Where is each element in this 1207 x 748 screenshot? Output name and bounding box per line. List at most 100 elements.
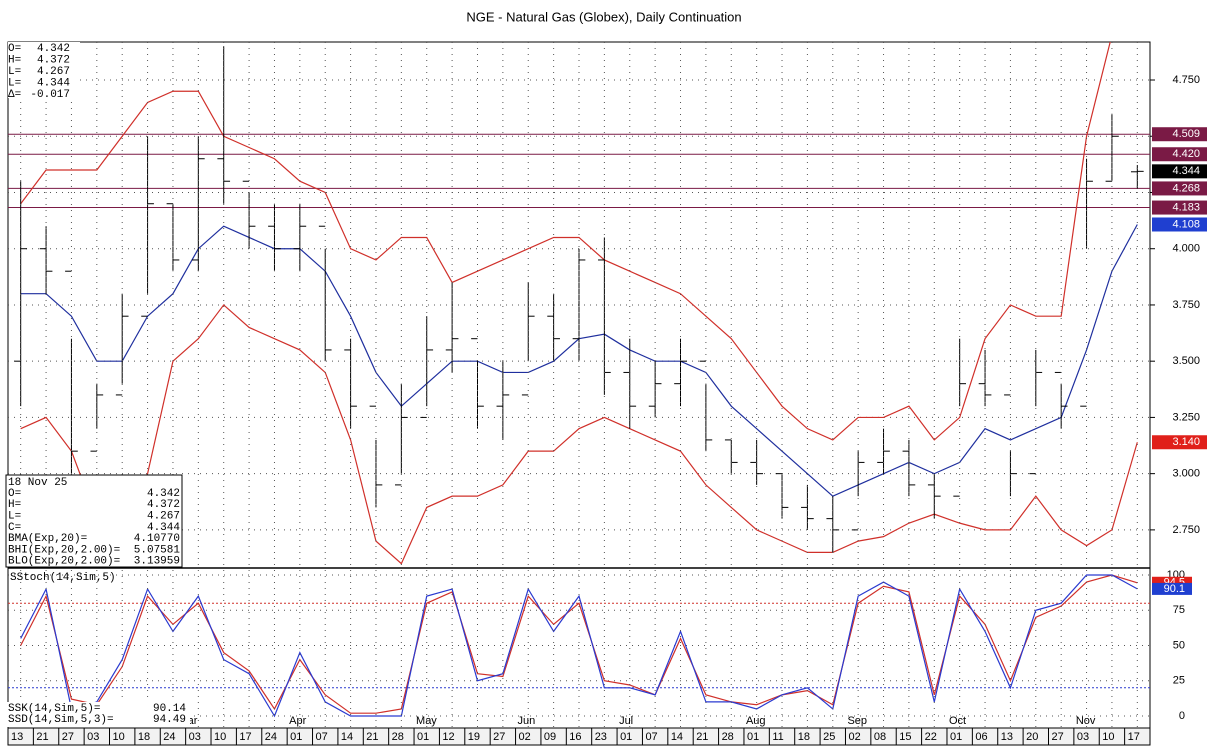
y-tick-label: 3.250 bbox=[1172, 411, 1200, 423]
x-tick-label: 21 bbox=[36, 731, 48, 743]
y-tick-label: 0 bbox=[1179, 710, 1185, 722]
header-key: L= bbox=[8, 66, 21, 78]
y-tick-label: 2.750 bbox=[1172, 524, 1200, 536]
x-tick-label: 27 bbox=[1051, 731, 1063, 743]
x-tick-label: 03 bbox=[1077, 731, 1089, 743]
y-tick-label: 3.750 bbox=[1172, 299, 1200, 311]
month-label: Sep bbox=[847, 715, 867, 727]
x-tick-label: 13 bbox=[1001, 731, 1013, 743]
month-label: Aug bbox=[746, 715, 766, 727]
x-tick-label: 28 bbox=[722, 731, 734, 743]
y-tick-label: 3.500 bbox=[1172, 355, 1200, 367]
stoch-info-value: 94.49 bbox=[153, 714, 186, 726]
x-tick-label: 21 bbox=[366, 731, 378, 743]
month-label: Oct bbox=[949, 715, 966, 727]
info-key: BHI(Exp,20,2.00)= bbox=[8, 544, 120, 556]
level-label: 4.183 bbox=[1172, 201, 1200, 213]
header-value: 4.372 bbox=[37, 54, 70, 66]
x-tick-label: 27 bbox=[62, 731, 74, 743]
info-value: 4.10770 bbox=[134, 533, 180, 545]
x-tick-label: 01 bbox=[747, 731, 759, 743]
info-key: O= bbox=[8, 488, 21, 500]
info-key: H= bbox=[8, 499, 21, 511]
header-key: Δ= bbox=[8, 89, 21, 101]
info-date: 18 Nov 25 bbox=[8, 477, 67, 489]
x-tick-label: 08 bbox=[874, 731, 886, 743]
month-label: Jul bbox=[619, 715, 633, 727]
month-label: May bbox=[416, 715, 437, 727]
month-label: Apr bbox=[289, 715, 306, 727]
info-value: 3.13959 bbox=[134, 556, 180, 568]
y-tick-label: 25 bbox=[1173, 675, 1185, 687]
level-label: 3.140 bbox=[1172, 436, 1200, 448]
info-key: L= bbox=[8, 511, 21, 523]
x-tick-label: 15 bbox=[899, 731, 911, 743]
stoch-info-box bbox=[6, 702, 190, 727]
x-tick-label: 06 bbox=[975, 731, 987, 743]
header-box bbox=[8, 42, 80, 98]
x-tick-label: 20 bbox=[1026, 731, 1038, 743]
x-tick-label: 14 bbox=[671, 731, 683, 743]
band-line bbox=[20, 42, 1111, 441]
level-badge bbox=[1152, 181, 1207, 196]
level-badge bbox=[1152, 435, 1207, 450]
x-tick-label: 19 bbox=[468, 731, 480, 743]
level-label: 4.420 bbox=[1172, 148, 1200, 160]
level-badge bbox=[1152, 164, 1207, 179]
x-tick-label: 23 bbox=[595, 731, 607, 743]
month-label: ar bbox=[188, 715, 198, 727]
x-tick-label: 01 bbox=[620, 731, 632, 743]
info-key: BMA(Exp,20)= bbox=[8, 533, 87, 545]
header-key: O= bbox=[8, 43, 21, 55]
x-tick-label: 17 bbox=[239, 731, 251, 743]
chart-title: NGE - Natural Gas (Globex), Daily Contin… bbox=[466, 9, 741, 24]
stoch-info-value: 90.14 bbox=[153, 703, 186, 715]
x-tick-label: 01 bbox=[417, 731, 429, 743]
x-tick-label: 24 bbox=[265, 731, 277, 743]
x-tick-label: 18 bbox=[798, 731, 810, 743]
x-tick-label: 27 bbox=[493, 731, 505, 743]
x-tick-label: 09 bbox=[544, 731, 556, 743]
y-tick-label: 50 bbox=[1173, 639, 1185, 651]
info-value: 4.342 bbox=[147, 488, 180, 500]
x-tick-label: 01 bbox=[950, 731, 962, 743]
x-tick-label: 10 bbox=[1102, 731, 1114, 743]
x-tick-label: 01 bbox=[290, 731, 302, 743]
x-tick-label: 14 bbox=[341, 731, 353, 743]
stoch-info-key: SSK(14,Sim,5)= bbox=[8, 703, 100, 715]
x-tick-label: 12 bbox=[442, 731, 454, 743]
y-tick-label: 4.750 bbox=[1172, 74, 1200, 86]
band-line bbox=[20, 304, 1138, 565]
level-badge bbox=[1152, 127, 1207, 142]
y-tick-label: 4.000 bbox=[1172, 243, 1200, 255]
y-tick-label: 3.000 bbox=[1172, 468, 1200, 480]
x-tick-label: 03 bbox=[189, 731, 201, 743]
x-tick-label: 11 bbox=[772, 731, 783, 743]
x-tick-label: 22 bbox=[925, 731, 937, 743]
stoch-badge bbox=[1152, 582, 1192, 595]
info-value: 5.07581 bbox=[134, 544, 181, 556]
info-key: C= bbox=[8, 522, 21, 534]
stoch-label: 90.1 bbox=[1164, 583, 1185, 595]
month-label: Nov bbox=[1076, 715, 1096, 727]
x-tick-label: 16 bbox=[569, 731, 581, 743]
info-key: BLO(Exp,20,2.00)= bbox=[8, 556, 120, 568]
level-label: 4.344 bbox=[1172, 165, 1200, 177]
level-label: 4.108 bbox=[1172, 218, 1200, 230]
header-value: 4.344 bbox=[37, 77, 70, 89]
level-badge bbox=[1152, 200, 1207, 215]
x-tick-label: 25 bbox=[823, 731, 835, 743]
x-tick-label: 17 bbox=[1128, 731, 1140, 743]
info-value: 4.372 bbox=[147, 499, 180, 511]
stoch-line bbox=[20, 574, 1138, 718]
x-tick-label: 10 bbox=[113, 731, 125, 743]
info-value: 4.344 bbox=[147, 522, 180, 534]
header-value: 4.267 bbox=[37, 66, 70, 78]
x-tick-label: 21 bbox=[696, 731, 708, 743]
x-tick-label: 10 bbox=[214, 731, 226, 743]
month-label: Jun bbox=[518, 715, 536, 727]
stoch-title: SStoch(14,Sim,5) bbox=[10, 572, 116, 584]
header-key: L= bbox=[8, 77, 21, 89]
info-box bbox=[5, 474, 183, 568]
